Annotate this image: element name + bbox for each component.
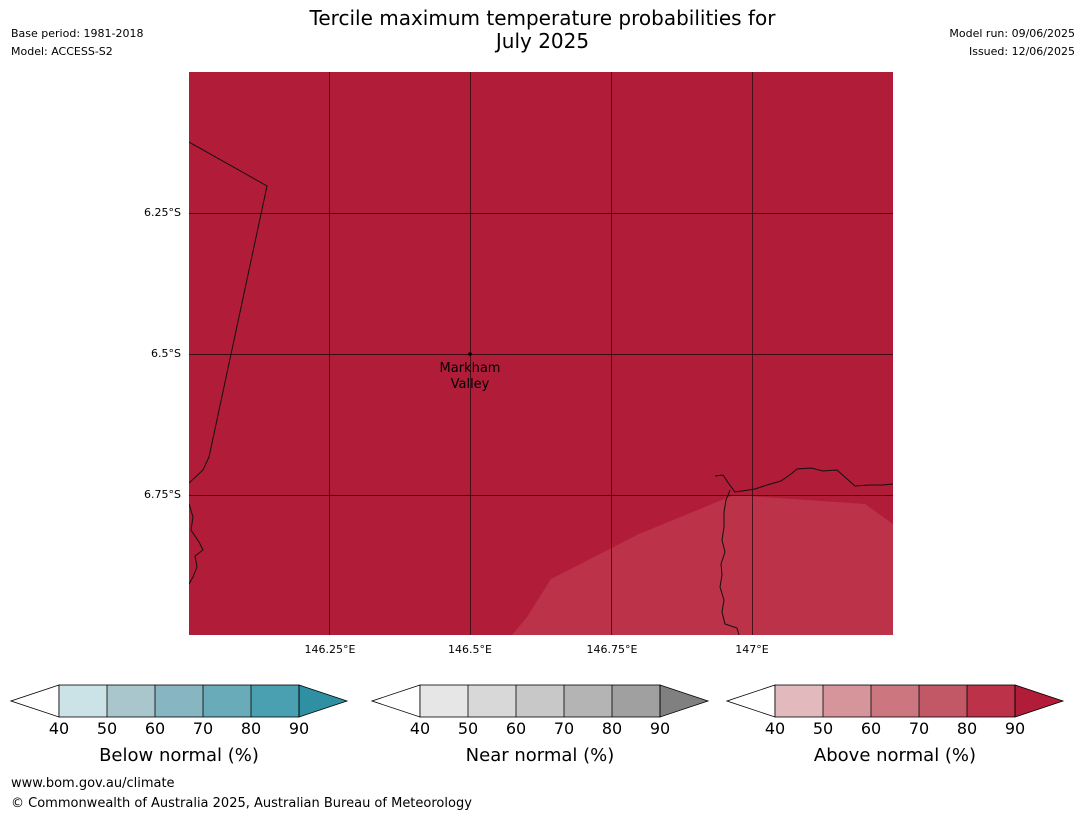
colorbar-above-left-arrow: [726, 684, 776, 718]
colorbar-below-tick-50: 50: [96, 719, 118, 738]
place-marker: [468, 352, 472, 356]
lon-label-2: 146.5°E: [448, 643, 492, 656]
colorbar-below-tick-80: 80: [240, 719, 262, 738]
colorbar-below-tick-40: 40: [48, 719, 70, 738]
model-name: Model: ACCESS-S2: [11, 45, 113, 58]
map-title: Tercile maximum temperature probabilitie…: [0, 7, 1085, 53]
colorbar-above-tick-80: 80: [956, 719, 978, 738]
colorbar-below-bin-50-60: [107, 685, 155, 717]
colorbar-near-title: Near normal (%): [465, 745, 615, 766]
colorbar-near-tick-40: 40: [409, 719, 431, 738]
lon-label-3: 146.75°E: [586, 643, 638, 656]
colorbar-near-tick-80: 80: [601, 719, 623, 738]
website-link[interactable]: www.bom.gov.au/climate: [11, 776, 175, 791]
colorbar-above-bin-60-70: [871, 685, 919, 717]
colorbar-above-bar: [726, 684, 1065, 718]
lat-label-1: 6.25°S: [144, 206, 181, 219]
colorbar-above-tick-90: 90: [1004, 719, 1026, 738]
colorbar-below-bin-60-70: [155, 685, 203, 717]
probability-map: Markham Valley: [189, 72, 893, 635]
colorbar-below-tick-70: 70: [192, 719, 214, 738]
colorbar-near-tick-50: 50: [457, 719, 479, 738]
colorbar-near-tick-90: 90: [649, 719, 671, 738]
graticule: [189, 72, 893, 635]
province-boundary: [189, 141, 268, 484]
colorbar-above-bin-40-50: [775, 685, 823, 717]
lon-label-1: 146.25°E: [304, 643, 356, 656]
colorbar-near-bin-70-80: [564, 685, 612, 717]
colorbar-below-bin-70-80: [203, 685, 251, 717]
above-normal-80-region: [512, 495, 893, 635]
colorbar-below-right-arrow: [298, 684, 349, 718]
colorbar-near-bin-50-60: [468, 685, 516, 717]
lon-label-4: 147°E: [735, 643, 769, 656]
colorbar-above-tick-50: 50: [812, 719, 834, 738]
colorbar-near-left-arrow: [371, 684, 421, 718]
colorbar-above-tick-60: 60: [860, 719, 882, 738]
colorbar-below-bin-80-90: [251, 685, 299, 717]
place-label-line-2: Valley: [451, 377, 490, 392]
colorbar-near-bin-80-90: [612, 685, 660, 717]
colorbar-above-tick-40: 40: [764, 719, 786, 738]
colorbar-below-bin-40-50: [59, 685, 107, 717]
title-line-1: Tercile maximum temperature probabilitie…: [309, 6, 776, 30]
colorbar-near-tick-70: 70: [553, 719, 575, 738]
colorbar-near-bin-60-70: [516, 685, 564, 717]
meta-right: Model run: 09/06/2025 Issued: 12/06/2025: [949, 25, 1075, 61]
colorbar-near-bin-40-50: [420, 685, 468, 717]
base-period: Base period: 1981-2018: [11, 27, 144, 40]
colorbar-near-right-arrow: [659, 684, 710, 718]
colorbar-above-title: Above normal (%): [813, 745, 977, 766]
issued-date: Issued: 12/06/2025: [968, 45, 1075, 58]
lat-label-2: 6.5°S: [151, 347, 181, 360]
coastline: [714, 467, 893, 493]
colorbar-below-title: Below normal (%): [99, 745, 259, 766]
model-run: Model run: 09/06/2025: [949, 27, 1075, 40]
colorbar-above-right-arrow: [1014, 684, 1065, 718]
copyright-notice: © Commonwealth of Australia 2025, Austra…: [11, 796, 472, 811]
place-label-line-1: Markham: [440, 361, 501, 376]
boundaries: [189, 141, 893, 635]
colorbar-above-bin-80-90: [967, 685, 1015, 717]
colorbar-below-tick-60: 60: [144, 719, 166, 738]
river: [719, 489, 740, 635]
colorbar-above-bin-70-80: [919, 685, 967, 717]
colorbar-near-bar: [371, 684, 710, 718]
west-boundary-fragment: [189, 503, 204, 585]
meta-left: Base period: 1981-2018 Model: ACCESS-S2: [11, 25, 143, 61]
lat-label-3: 6.75°S: [144, 488, 181, 501]
colorbar-above-bin-50-60: [823, 685, 871, 717]
colorbar-below-left-arrow: [10, 684, 60, 718]
colorbar-below-bar: [10, 684, 349, 718]
colorbar-near-tick-60: 60: [505, 719, 527, 738]
colorbar-below-tick-90: 90: [288, 719, 310, 738]
colorbar-above-tick-70: 70: [908, 719, 930, 738]
title-line-2: July 2025: [495, 29, 590, 53]
